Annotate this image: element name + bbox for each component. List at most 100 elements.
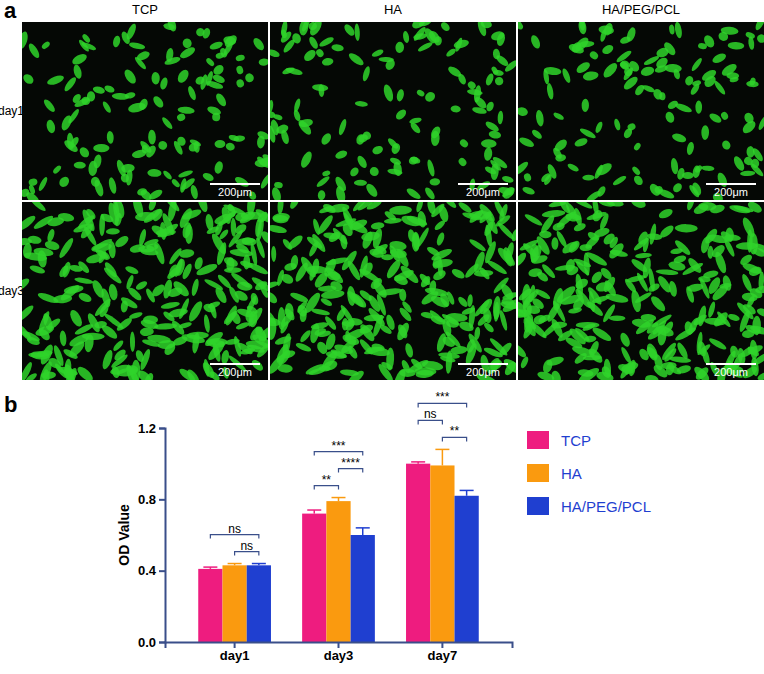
cell — [445, 47, 457, 58]
cell — [270, 125, 277, 144]
cell — [130, 332, 135, 353]
cell — [518, 136, 535, 149]
cell — [613, 118, 621, 131]
cell — [162, 279, 174, 300]
y-tick-mark — [159, 570, 165, 572]
cell — [214, 220, 225, 236]
cell — [697, 305, 708, 327]
significance-label: ** — [322, 473, 332, 487]
cell — [22, 187, 31, 199]
cell — [226, 203, 237, 218]
cell — [721, 139, 733, 151]
cell — [478, 210, 493, 225]
y-tick-label: 0.0 — [138, 635, 156, 650]
cell — [701, 165, 714, 171]
cell — [293, 261, 310, 283]
cell — [756, 371, 764, 380]
panel-label: a — [4, 0, 17, 23]
cell — [618, 331, 631, 348]
error-bar-cap — [332, 497, 346, 499]
cell — [78, 145, 91, 159]
cell — [335, 307, 348, 323]
cell — [426, 159, 436, 177]
y-tick-label: 0.4 — [138, 563, 157, 578]
cell — [318, 205, 334, 215]
cell — [128, 41, 145, 50]
cell — [530, 128, 543, 140]
y-tick: 0.4 — [138, 563, 165, 578]
y-tick-mark — [159, 642, 165, 644]
cell — [625, 274, 646, 284]
cell — [270, 318, 277, 340]
cell — [429, 314, 446, 326]
x-tick-mark — [338, 642, 340, 648]
cell — [186, 85, 197, 101]
y-tick-label: 0.8 — [138, 492, 156, 507]
cells — [270, 22, 516, 200]
cell — [370, 221, 384, 230]
scale-bar — [706, 363, 756, 365]
cell — [591, 294, 610, 304]
cell — [561, 67, 572, 84]
panel-label: b — [4, 392, 17, 417]
cell — [203, 359, 211, 378]
cell — [274, 181, 284, 189]
cell — [518, 22, 525, 31]
scale-bar-label: 200μm — [218, 186, 252, 198]
bar — [302, 514, 326, 642]
cell — [202, 302, 216, 313]
cell — [174, 258, 187, 277]
cell — [28, 202, 47, 213]
cell — [686, 202, 696, 211]
cell — [277, 364, 293, 374]
cell — [307, 240, 319, 257]
cell — [201, 171, 214, 182]
cell — [225, 142, 236, 152]
cell — [641, 84, 655, 94]
cell — [553, 137, 569, 153]
cell — [450, 345, 468, 355]
cell — [557, 202, 572, 215]
cell — [651, 363, 669, 380]
cell — [640, 65, 656, 77]
cell — [400, 359, 412, 375]
cell — [89, 175, 101, 188]
cell — [466, 80, 477, 91]
cell — [673, 68, 682, 80]
scale-bar-label: 200μm — [466, 186, 500, 198]
cell — [63, 363, 77, 380]
y-axis-line — [159, 429, 166, 643]
cell — [57, 236, 75, 259]
error-bar — [228, 564, 242, 566]
cell — [502, 356, 516, 376]
cell — [147, 334, 172, 345]
cell — [259, 229, 268, 245]
cell — [416, 89, 426, 98]
cell — [22, 303, 35, 323]
error-bar-stem — [442, 449, 444, 465]
cell — [702, 74, 718, 89]
cell — [585, 189, 602, 200]
x-tick: day3 — [324, 642, 354, 663]
cell — [664, 64, 682, 73]
cell — [68, 308, 85, 328]
cell — [324, 332, 337, 351]
cell — [280, 22, 288, 37]
cell — [361, 130, 373, 142]
cell — [594, 121, 604, 134]
cell — [501, 175, 514, 184]
cell — [205, 70, 215, 86]
cell — [468, 305, 476, 329]
cell — [135, 211, 156, 222]
cell — [540, 263, 557, 280]
cell — [633, 83, 646, 97]
cell — [151, 72, 160, 85]
cell — [42, 98, 57, 114]
bar — [455, 496, 479, 642]
cell — [161, 116, 174, 131]
cell — [213, 286, 229, 305]
cell — [53, 294, 73, 304]
y-tick-mark — [159, 499, 165, 501]
cell — [270, 111, 276, 119]
error-bar — [356, 528, 370, 535]
